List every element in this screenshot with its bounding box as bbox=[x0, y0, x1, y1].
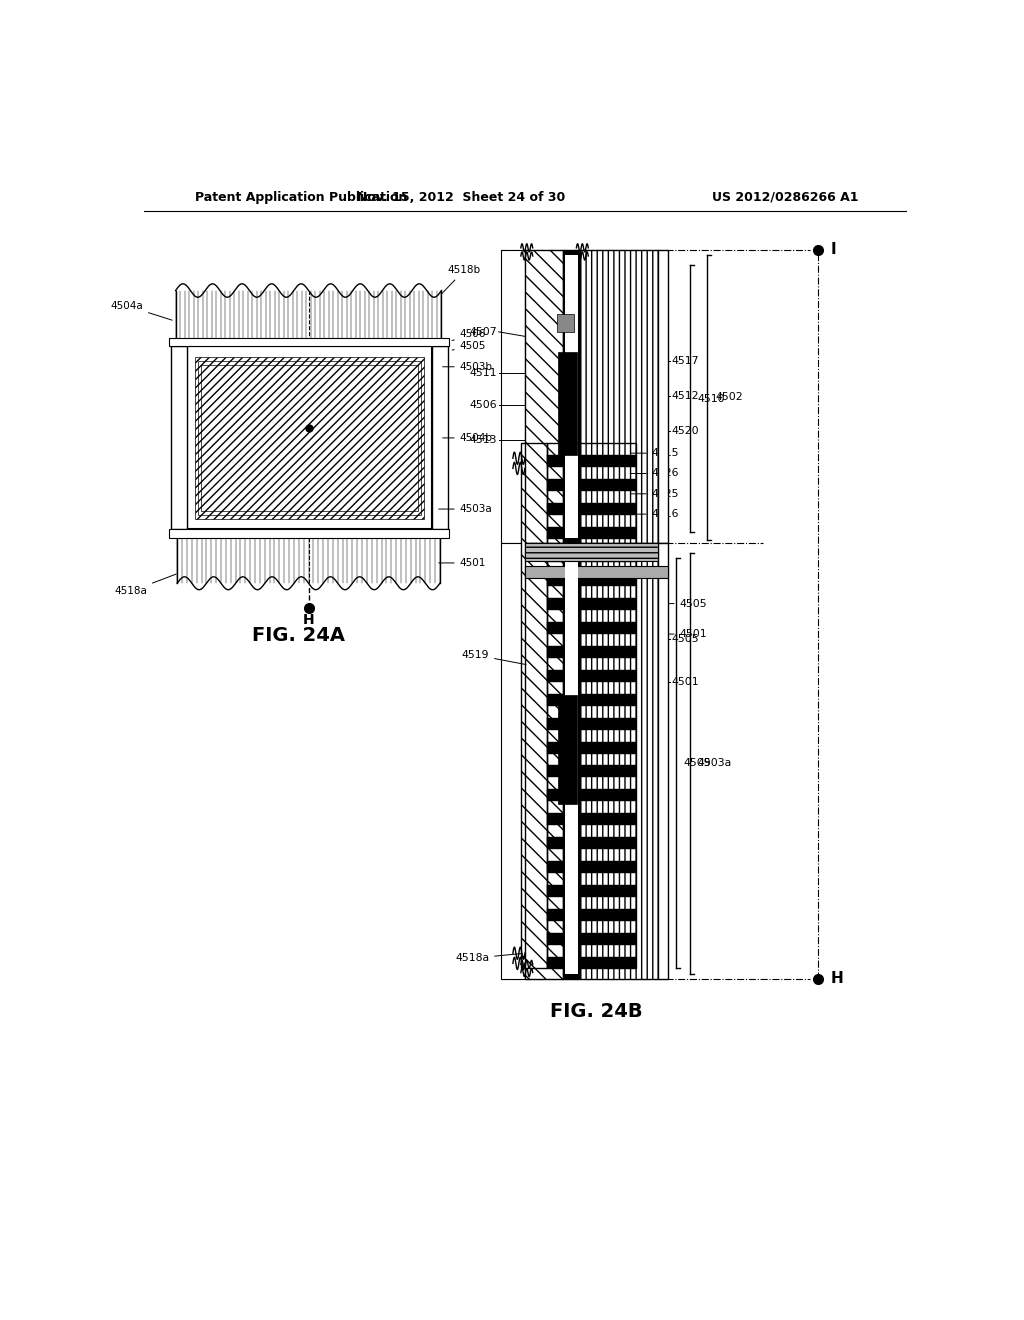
Text: 4518a: 4518a bbox=[114, 574, 176, 597]
Bar bbox=[186, 346, 432, 529]
Text: 4525: 4525 bbox=[631, 488, 679, 499]
Text: 4512: 4512 bbox=[672, 391, 699, 401]
Bar bbox=[547, 622, 636, 634]
Text: 4509: 4509 bbox=[684, 758, 711, 768]
Text: 4502: 4502 bbox=[715, 392, 742, 403]
Bar bbox=[547, 671, 636, 682]
Text: 4505: 4505 bbox=[672, 634, 699, 644]
Bar bbox=[501, 249, 524, 543]
Bar bbox=[547, 813, 636, 825]
Text: 4505: 4505 bbox=[453, 342, 486, 351]
Text: US 2012/0286266 A1: US 2012/0286266 A1 bbox=[712, 190, 858, 203]
Bar bbox=[563, 543, 581, 978]
Bar bbox=[547, 694, 636, 706]
Text: Nov. 15, 2012  Sheet 24 of 30: Nov. 15, 2012 Sheet 24 of 30 bbox=[357, 190, 565, 203]
Text: 4516: 4516 bbox=[631, 510, 679, 519]
Text: 4504a: 4504a bbox=[111, 301, 172, 321]
Bar bbox=[521, 444, 547, 969]
Bar bbox=[547, 908, 636, 921]
Bar bbox=[563, 249, 581, 543]
Bar bbox=[432, 346, 447, 529]
Bar bbox=[658, 249, 668, 543]
Bar bbox=[524, 543, 563, 978]
Text: 4503a: 4503a bbox=[438, 504, 493, 513]
Text: 4520: 4520 bbox=[672, 426, 699, 437]
Bar bbox=[565, 255, 578, 537]
Bar bbox=[195, 356, 424, 519]
Bar bbox=[198, 360, 421, 515]
Text: 4518b: 4518b bbox=[441, 265, 481, 293]
Bar bbox=[547, 837, 636, 849]
Bar bbox=[547, 718, 636, 730]
Text: 4503b: 4503b bbox=[442, 362, 493, 372]
Bar bbox=[565, 548, 578, 974]
Bar bbox=[547, 645, 636, 657]
Bar bbox=[547, 455, 636, 467]
Bar bbox=[581, 249, 658, 543]
Bar bbox=[547, 444, 636, 969]
Text: 4501: 4501 bbox=[438, 558, 486, 568]
Text: 4513: 4513 bbox=[470, 436, 497, 445]
Bar bbox=[521, 444, 547, 969]
Text: 4518a: 4518a bbox=[455, 953, 522, 964]
Bar bbox=[547, 742, 636, 754]
Bar bbox=[547, 884, 636, 896]
Bar bbox=[547, 574, 636, 586]
Text: FIG. 24B: FIG. 24B bbox=[550, 1002, 642, 1020]
Bar bbox=[524, 566, 668, 578]
Text: 4526: 4526 bbox=[631, 469, 679, 478]
Text: 4506: 4506 bbox=[469, 400, 497, 411]
Bar bbox=[547, 598, 636, 610]
Bar bbox=[558, 352, 578, 455]
Bar bbox=[581, 543, 658, 978]
Text: 4515: 4515 bbox=[631, 449, 679, 458]
Text: 4517: 4517 bbox=[672, 356, 699, 366]
Bar bbox=[547, 766, 636, 777]
Text: 4501: 4501 bbox=[669, 630, 708, 639]
Bar bbox=[558, 696, 578, 804]
Text: 4501: 4501 bbox=[672, 677, 699, 688]
Bar bbox=[658, 543, 668, 978]
Text: H: H bbox=[303, 612, 314, 627]
Bar bbox=[581, 543, 658, 978]
Text: 4511: 4511 bbox=[470, 368, 497, 378]
Bar bbox=[171, 346, 186, 529]
Bar bbox=[547, 550, 636, 562]
Bar bbox=[169, 529, 450, 537]
Bar bbox=[547, 503, 636, 515]
Bar bbox=[524, 249, 563, 543]
Bar bbox=[524, 543, 563, 978]
Bar bbox=[547, 957, 636, 969]
Bar bbox=[547, 479, 636, 491]
Text: FIG. 24A: FIG. 24A bbox=[252, 626, 345, 645]
Bar bbox=[557, 314, 574, 331]
Text: 4502: 4502 bbox=[238, 440, 281, 458]
Text: 4507: 4507 bbox=[469, 327, 497, 337]
Text: Patent Application Publication: Patent Application Publication bbox=[196, 190, 408, 203]
Text: 4503a: 4503a bbox=[697, 758, 732, 768]
Bar bbox=[201, 364, 418, 511]
Bar bbox=[581, 249, 658, 543]
Text: 4505: 4505 bbox=[669, 598, 708, 609]
Text: 4506: 4506 bbox=[452, 329, 486, 341]
Bar bbox=[501, 543, 524, 978]
Text: 4504b: 4504b bbox=[442, 433, 493, 444]
Bar bbox=[524, 249, 563, 543]
Bar bbox=[547, 933, 636, 945]
Text: 4519: 4519 bbox=[462, 649, 526, 664]
Text: H: H bbox=[830, 972, 843, 986]
Text: 4510: 4510 bbox=[697, 393, 725, 404]
Bar bbox=[524, 543, 658, 561]
Bar bbox=[547, 789, 636, 801]
Bar bbox=[547, 861, 636, 873]
Bar bbox=[169, 338, 450, 346]
Text: I: I bbox=[830, 243, 836, 257]
Bar bbox=[547, 527, 636, 539]
